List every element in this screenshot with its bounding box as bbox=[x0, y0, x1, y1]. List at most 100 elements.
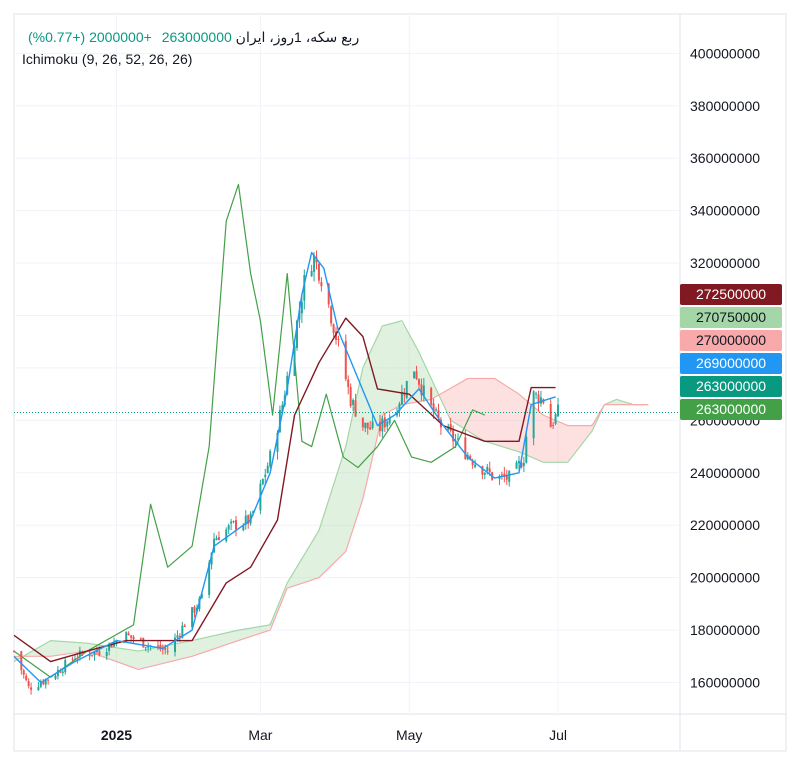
candle-body bbox=[269, 451, 272, 467]
cloud-segment bbox=[423, 362, 429, 401]
candle-body bbox=[88, 654, 91, 657]
candle-body bbox=[44, 679, 47, 685]
y-tick-label: 400000000 bbox=[690, 45, 760, 61]
candle-body bbox=[144, 647, 147, 649]
candle-body bbox=[320, 282, 323, 287]
cloud-segment bbox=[321, 507, 327, 576]
candle-body bbox=[232, 521, 235, 523]
candle-body bbox=[537, 394, 540, 404]
candle-body bbox=[37, 686, 40, 691]
candle-body bbox=[166, 651, 169, 653]
candle-body bbox=[349, 386, 352, 407]
candle-body bbox=[295, 320, 298, 348]
cloud-segment bbox=[209, 635, 215, 651]
y-tick-label: 360000000 bbox=[690, 150, 760, 166]
candle-body bbox=[500, 474, 503, 476]
cloud-segment bbox=[257, 626, 263, 635]
candle-body bbox=[91, 654, 94, 656]
cloud-segment bbox=[584, 425, 590, 441]
x-tick-label: May bbox=[396, 727, 422, 743]
cloud-segment bbox=[179, 642, 185, 660]
cloud-segment bbox=[331, 477, 337, 566]
candle-body bbox=[30, 687, 33, 690]
chart-frame bbox=[13, 13, 787, 752]
candle-body bbox=[383, 417, 386, 428]
cloud-segment bbox=[384, 324, 390, 414]
cloud-segment bbox=[516, 392, 522, 453]
candle-body bbox=[25, 675, 28, 681]
candle-body bbox=[539, 397, 542, 404]
candle-body bbox=[457, 438, 459, 440]
cloud-segment bbox=[506, 386, 512, 450]
candle-body bbox=[174, 637, 177, 653]
cloud-segment bbox=[228, 631, 234, 644]
candle-body bbox=[405, 381, 408, 398]
candle-body bbox=[557, 404, 560, 417]
legend-change: +2000000 (+0.77%) bbox=[28, 29, 152, 45]
cloud-segment bbox=[301, 550, 307, 584]
cloud-segment bbox=[487, 378, 493, 444]
candle-body bbox=[281, 405, 284, 412]
cloud-segment bbox=[545, 416, 551, 463]
y-tick-label: 200000000 bbox=[690, 570, 760, 586]
cloud-segment bbox=[482, 378, 488, 443]
candle-body bbox=[381, 418, 384, 432]
candle-body bbox=[303, 275, 306, 301]
candle-body bbox=[415, 371, 418, 379]
cloud-segment bbox=[614, 400, 620, 405]
cloud-segment bbox=[394, 321, 400, 409]
cloud-segment bbox=[292, 566, 297, 587]
price-badge: 270750000 bbox=[680, 307, 782, 328]
candle-body bbox=[20, 651, 23, 671]
legend-indicator: Ichimoku (9, 26, 52, 26, 26) bbox=[22, 51, 193, 67]
cloud-segment bbox=[243, 628, 249, 639]
cloud-segment bbox=[462, 378, 468, 431]
legend: ربع سکه، 1روز، ایران 263000000 +2000000 … bbox=[22, 26, 365, 70]
candle-body bbox=[483, 472, 486, 475]
y-tick-label: 160000000 bbox=[690, 675, 760, 691]
cloud-segment bbox=[160, 645, 166, 665]
cloud-segment bbox=[111, 646, 117, 662]
candle-body bbox=[452, 429, 455, 442]
y-tick-label: 380000000 bbox=[690, 98, 760, 114]
cloud-segment bbox=[145, 648, 151, 668]
candle-body bbox=[108, 643, 111, 651]
candle-body bbox=[181, 625, 184, 638]
candle-body bbox=[61, 671, 64, 673]
candle-body bbox=[139, 638, 142, 640]
candle-body bbox=[332, 324, 335, 334]
y-tick-label: 340000000 bbox=[690, 203, 760, 219]
x-tick-label: Mar bbox=[248, 727, 272, 743]
x-tick-label: Jul bbox=[549, 727, 567, 743]
candle-body bbox=[293, 345, 296, 376]
cloud-segment bbox=[345, 424, 351, 552]
candle-body bbox=[549, 404, 552, 428]
candle-body bbox=[481, 466, 484, 475]
candle-body bbox=[42, 681, 45, 685]
cloud-segment bbox=[204, 636, 210, 653]
cloud-segment bbox=[540, 413, 546, 463]
candle-body bbox=[469, 456, 472, 460]
candle-body bbox=[276, 432, 279, 452]
cloud-segment bbox=[560, 422, 566, 463]
candle-body bbox=[449, 423, 452, 431]
candle-body bbox=[330, 306, 333, 324]
x-tick-label: 2025 bbox=[101, 727, 132, 743]
price-badge: 263000000 bbox=[680, 399, 782, 420]
candle-body bbox=[398, 403, 401, 411]
candle-body bbox=[164, 648, 167, 650]
candle-body bbox=[337, 338, 340, 340]
candle-body bbox=[47, 679, 50, 681]
candle-body bbox=[508, 470, 511, 482]
candle-body bbox=[300, 302, 303, 314]
candle-body bbox=[225, 529, 228, 542]
cloud-segment bbox=[550, 418, 556, 463]
cloud-segment bbox=[214, 634, 219, 649]
cloud-segment bbox=[370, 341, 376, 468]
candle-body bbox=[215, 537, 218, 541]
candle-body bbox=[552, 425, 555, 427]
cloud-segment bbox=[365, 352, 371, 489]
cloud-segment bbox=[467, 378, 473, 434]
